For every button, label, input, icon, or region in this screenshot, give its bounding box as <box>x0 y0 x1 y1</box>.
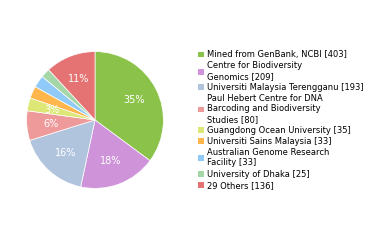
Wedge shape <box>27 98 95 120</box>
Text: 35%: 35% <box>124 95 145 105</box>
Legend: Mined from GenBank, NCBI [403], Centre for Biodiversity
Genomics [209], Universi: Mined from GenBank, NCBI [403], Centre f… <box>198 50 364 190</box>
Wedge shape <box>49 52 95 120</box>
Wedge shape <box>27 111 95 140</box>
Wedge shape <box>30 87 95 120</box>
Wedge shape <box>42 70 95 120</box>
Text: 3%: 3% <box>44 105 60 115</box>
Wedge shape <box>35 77 95 120</box>
Wedge shape <box>95 52 163 161</box>
Wedge shape <box>81 120 150 188</box>
Wedge shape <box>30 120 95 187</box>
Text: 11%: 11% <box>68 74 90 84</box>
Text: 6%: 6% <box>43 119 59 129</box>
Text: 16%: 16% <box>55 148 76 158</box>
Text: 18%: 18% <box>100 156 121 166</box>
